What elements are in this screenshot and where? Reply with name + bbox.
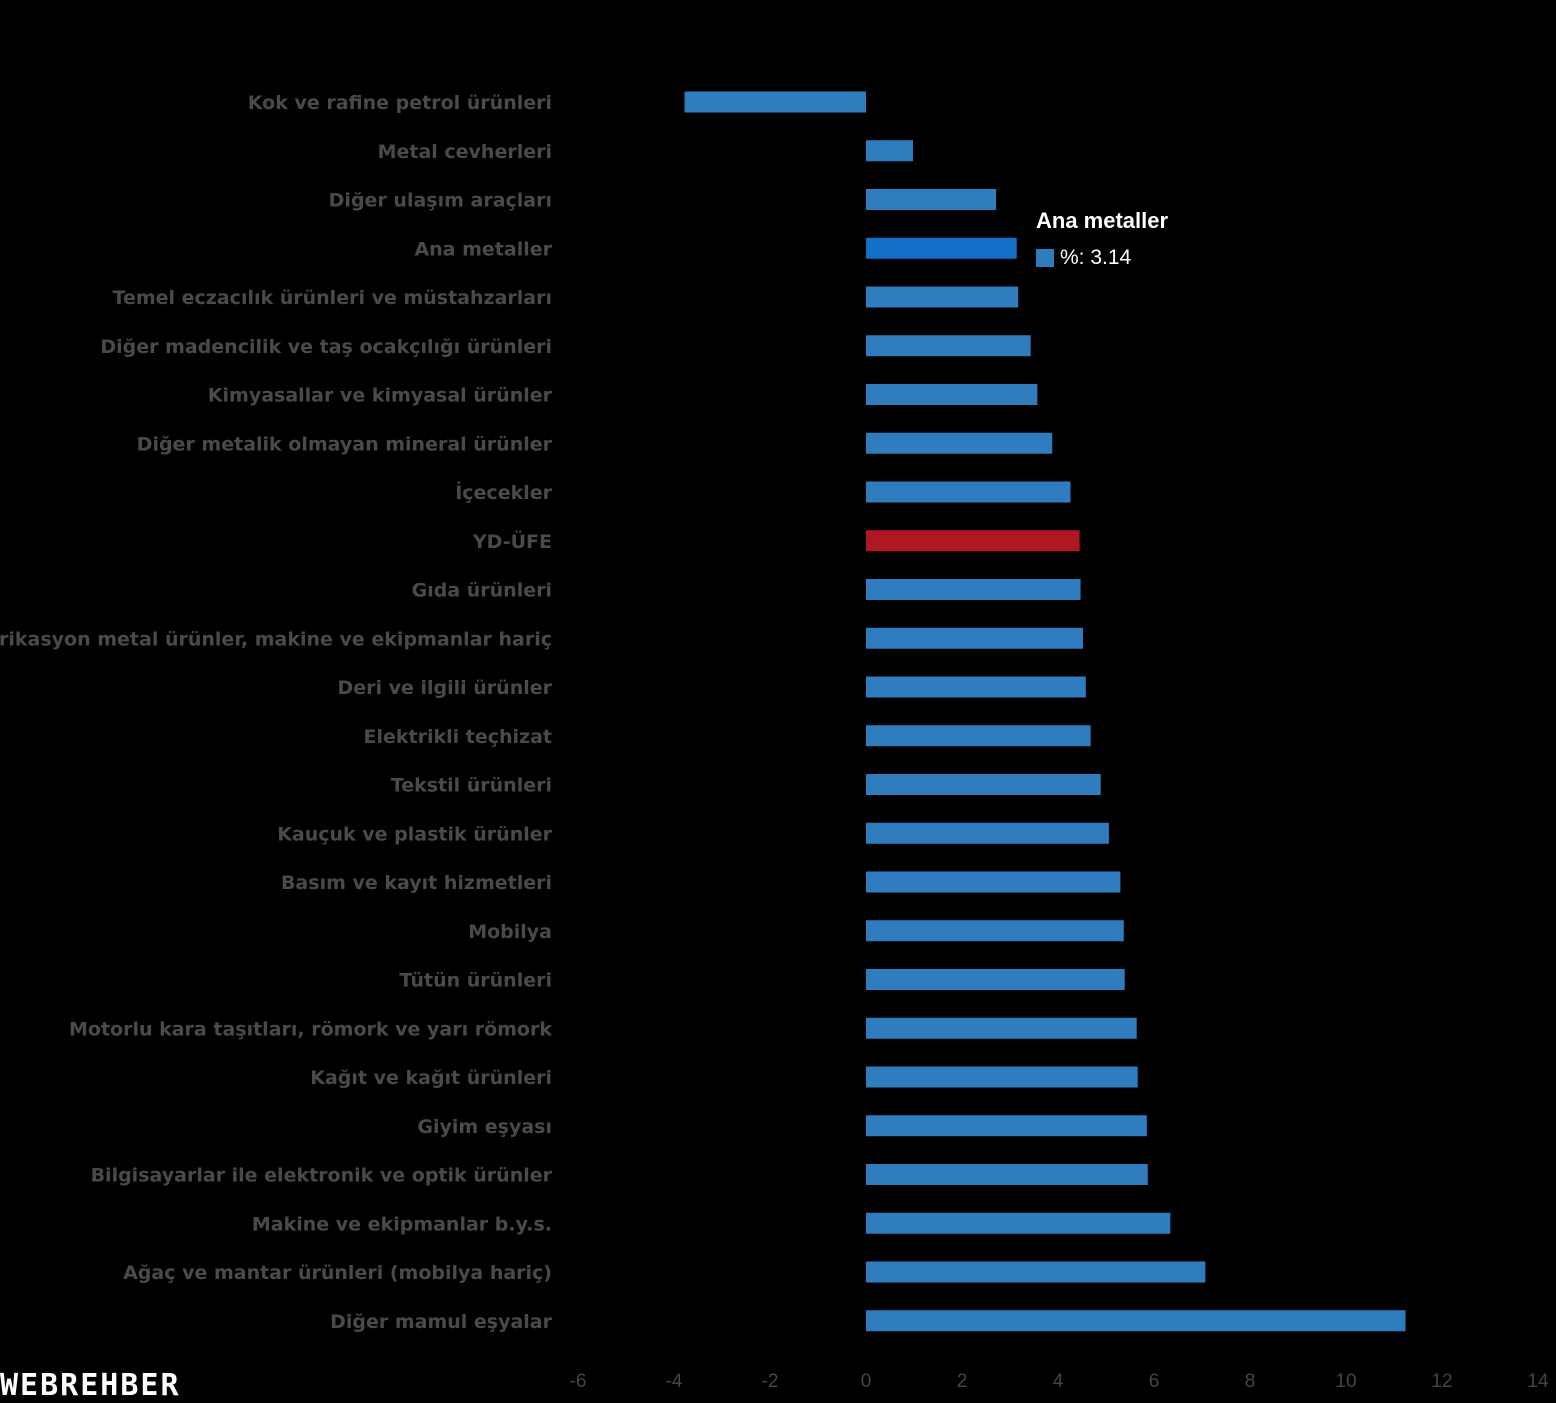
category-label: Ağaç ve mantar ürünleri (mobilya hariç) xyxy=(123,1262,552,1284)
category-label: Diğer mamul eşyalar xyxy=(330,1311,553,1333)
bar[interactable] xyxy=(866,579,1081,600)
bar[interactable] xyxy=(866,1115,1147,1137)
brand-logo: WEBREHBER xyxy=(0,1368,181,1403)
bar[interactable] xyxy=(866,432,1053,454)
bar[interactable] xyxy=(866,725,1091,747)
category-label: Kağıt ve kağıt ürünleri xyxy=(310,1067,552,1089)
bar[interactable] xyxy=(866,384,1038,405)
bar[interactable] xyxy=(866,237,1017,259)
category-label: Tütün ürünleri xyxy=(399,970,552,992)
x-tick-label: 4 xyxy=(1053,1371,1064,1392)
bar[interactable] xyxy=(866,481,1071,503)
x-tick-label: 6 xyxy=(1149,1371,1160,1392)
x-tick-label: 8 xyxy=(1245,1371,1256,1392)
tooltip-title: Ana metaller xyxy=(1036,208,1169,233)
bar[interactable] xyxy=(866,1017,1137,1039)
category-label: Fabrikasyon metal ürünler, makine ve eki… xyxy=(0,628,552,650)
bar[interactable] xyxy=(866,1066,1138,1088)
category-label: Temel eczacılık ürünleri ve müstahzarlar… xyxy=(113,287,552,309)
x-tick-label: -2 xyxy=(762,1371,779,1392)
tooltip: Ana metaller %: 3.14 xyxy=(1036,208,1168,270)
bar[interactable] xyxy=(866,871,1121,893)
category-label: Makine ve ekipmanlar b.y.s. xyxy=(252,1213,552,1235)
category-label: İçecekler xyxy=(455,480,552,504)
category-label: Motorlu kara taşıtları, römork ve yarı r… xyxy=(69,1018,552,1040)
bar[interactable] xyxy=(866,286,1019,308)
tooltip-swatch xyxy=(1036,249,1054,267)
category-label: Kimyasallar ve kimyasal ürünler xyxy=(208,385,553,407)
bar[interactable] xyxy=(866,774,1101,795)
category-label: Tekstil ürünleri xyxy=(391,775,552,797)
category-label: Diğer ulaşım araçları xyxy=(329,190,552,212)
category-label: Deri ve ilgili ürünler xyxy=(337,677,552,699)
category-label: Gıda ürünleri xyxy=(412,580,552,602)
category-label: Ana metaller xyxy=(414,238,552,260)
x-tick-label: 10 xyxy=(1335,1371,1356,1392)
bar[interactable] xyxy=(684,91,866,113)
x-tick-label: 0 xyxy=(861,1371,872,1392)
bar[interactable] xyxy=(866,335,1031,357)
bar[interactable] xyxy=(866,1261,1206,1283)
category-label: YD-ÜFE xyxy=(472,529,552,553)
bar[interactable] xyxy=(866,822,1109,844)
x-tick-label: 14 xyxy=(1527,1371,1549,1392)
category-label: Basım ve kayıt hizmetleri xyxy=(281,872,552,894)
bar[interactable] xyxy=(866,530,1080,552)
category-label: Mobilya xyxy=(468,921,552,943)
category-label: Elektrikli teçhizat xyxy=(364,726,553,748)
bar[interactable] xyxy=(866,140,914,162)
x-tick-label: -4 xyxy=(666,1371,683,1392)
bar[interactable] xyxy=(866,920,1124,942)
bar[interactable] xyxy=(866,676,1086,698)
tooltip-value: %: 3.14 xyxy=(1060,246,1132,269)
category-label: Kauçuk ve plastik ürünler xyxy=(277,823,552,845)
category-label: Diğer metalik olmayan mineral ürünler xyxy=(137,433,553,455)
bar[interactable] xyxy=(866,1310,1406,1332)
x-tick-label: 12 xyxy=(1431,1371,1452,1392)
category-label: Giyim eşyası xyxy=(417,1116,552,1138)
bar[interactable] xyxy=(866,627,1083,649)
category-label: Kok ve rafine petrol ürünleri xyxy=(248,92,552,114)
bar[interactable] xyxy=(866,189,997,210)
tooltip-row: %: 3.14 xyxy=(1036,246,1168,270)
category-label: Bilgisayarlar ile elektronik ve optik ür… xyxy=(91,1165,553,1187)
x-tick-label: 2 xyxy=(957,1371,968,1392)
bar[interactable] xyxy=(866,1212,1171,1234)
category-label: Diğer madencilik ve taş ocakçılığı ürünl… xyxy=(100,336,552,358)
bar[interactable] xyxy=(866,1164,1148,1185)
x-tick-label: -6 xyxy=(570,1371,587,1392)
category-label: Metal cevherleri xyxy=(378,141,552,163)
bar[interactable] xyxy=(866,969,1125,990)
